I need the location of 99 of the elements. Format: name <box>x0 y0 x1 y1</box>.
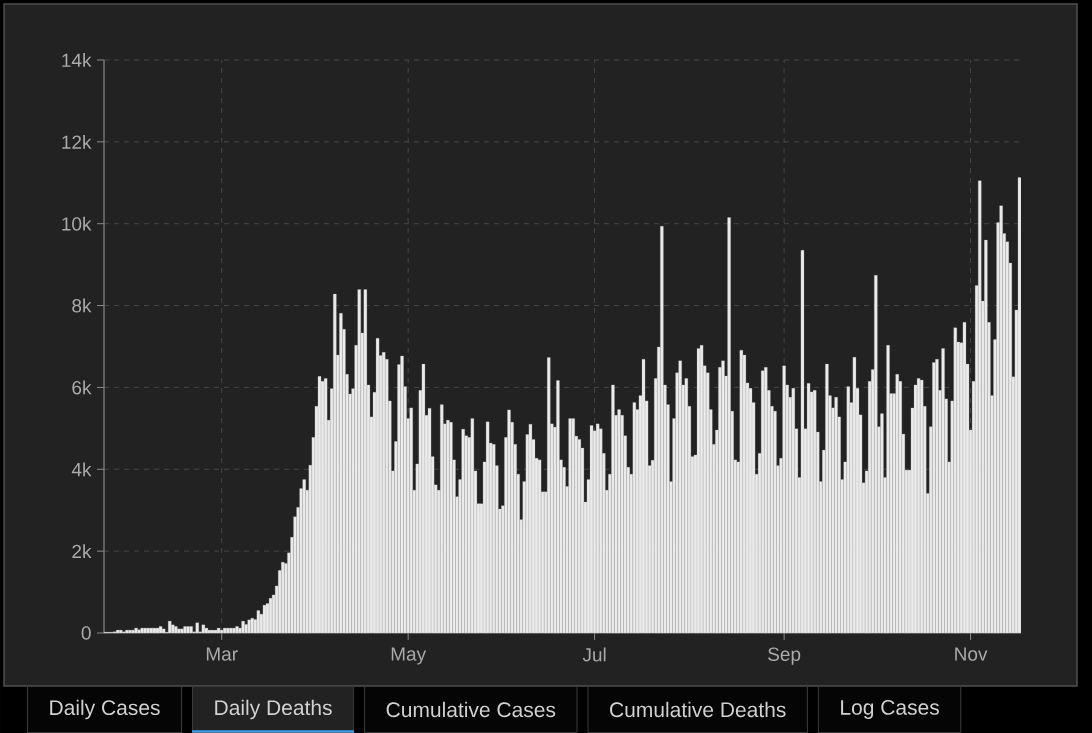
bar <box>852 357 857 633</box>
bar <box>999 205 1003 633</box>
bar <box>268 598 273 633</box>
bar <box>375 338 380 633</box>
bar <box>177 628 181 633</box>
y-tick-label: 0 <box>81 626 91 640</box>
bar <box>632 402 636 633</box>
text: Log Cases <box>841 699 939 719</box>
text: Cumulative Cases <box>386 701 556 718</box>
x-tick-label: Mar <box>206 647 238 661</box>
bar <box>161 628 166 633</box>
bar <box>699 345 704 633</box>
bar <box>143 627 147 633</box>
bar <box>874 275 878 633</box>
bar <box>528 424 533 633</box>
bar <box>146 627 150 633</box>
bar <box>547 357 551 633</box>
bar <box>134 627 138 633</box>
bar <box>507 409 511 633</box>
bar <box>201 624 206 633</box>
bar <box>339 313 343 633</box>
bar <box>739 350 743 633</box>
bar <box>235 626 239 633</box>
y-tick-label: 12k <box>62 134 92 149</box>
bar <box>1017 177 1022 633</box>
bar <box>207 629 212 633</box>
x-tick-label: Nov <box>955 647 988 661</box>
bar <box>935 359 939 633</box>
bar <box>953 327 957 633</box>
bar <box>886 345 890 633</box>
text: Cumulative Deaths <box>610 701 786 718</box>
bar <box>978 180 982 633</box>
bar <box>556 380 560 633</box>
bar <box>195 622 199 633</box>
x-tick-label: May <box>391 647 427 665</box>
bar <box>611 384 615 633</box>
bar <box>660 226 664 633</box>
bar <box>470 418 474 633</box>
bar <box>186 626 190 633</box>
bar <box>641 359 646 633</box>
text: Daily Deaths <box>215 699 332 720</box>
bar <box>180 628 184 633</box>
bar <box>617 409 621 633</box>
bar <box>131 629 135 633</box>
bar <box>461 429 465 633</box>
bar <box>168 620 172 633</box>
bar <box>281 562 285 633</box>
bar <box>183 626 187 633</box>
bar <box>791 388 795 633</box>
bar <box>232 627 236 633</box>
bar <box>140 627 144 633</box>
bar <box>440 404 444 633</box>
bar <box>895 374 899 633</box>
bar <box>825 363 829 633</box>
bar <box>984 239 988 633</box>
bar <box>189 626 193 633</box>
bar <box>333 293 337 633</box>
bar <box>204 627 209 633</box>
bar <box>149 627 154 633</box>
bar <box>229 627 233 633</box>
bar <box>727 217 731 633</box>
x-tick-label: Sep <box>768 647 801 665</box>
bar <box>449 422 453 633</box>
bar <box>302 479 306 633</box>
bar <box>813 390 817 633</box>
y-tick-label: 10k <box>62 216 92 231</box>
bar <box>761 370 765 633</box>
bar <box>684 378 688 633</box>
bar <box>174 626 178 633</box>
bar <box>941 348 945 633</box>
text: Daily Cases <box>50 699 160 720</box>
bar <box>782 365 786 633</box>
bar <box>137 629 141 633</box>
bar <box>834 397 838 633</box>
bar <box>250 618 254 633</box>
y-tick-label: 8k <box>72 298 92 313</box>
bar <box>485 421 490 633</box>
bar <box>916 378 921 633</box>
bar <box>400 355 404 633</box>
bar <box>363 289 368 633</box>
bar <box>223 627 227 633</box>
bar <box>678 360 682 633</box>
bar <box>241 620 245 633</box>
bar <box>213 629 218 633</box>
bar <box>409 407 413 633</box>
y-tick-label: 4k <box>71 462 92 477</box>
x-tick-label: Jul <box>582 647 606 662</box>
bar <box>880 413 884 633</box>
bar <box>357 289 361 633</box>
bar <box>721 360 725 633</box>
bar <box>216 627 221 633</box>
bar <box>571 418 575 633</box>
y-tick-label: 6k <box>72 380 92 395</box>
y-tick-label: 2k <box>72 544 92 559</box>
bar <box>446 420 450 633</box>
y-tick-label: 14k <box>62 53 92 67</box>
bar <box>846 386 850 633</box>
bar <box>128 629 132 633</box>
bar <box>742 354 747 633</box>
